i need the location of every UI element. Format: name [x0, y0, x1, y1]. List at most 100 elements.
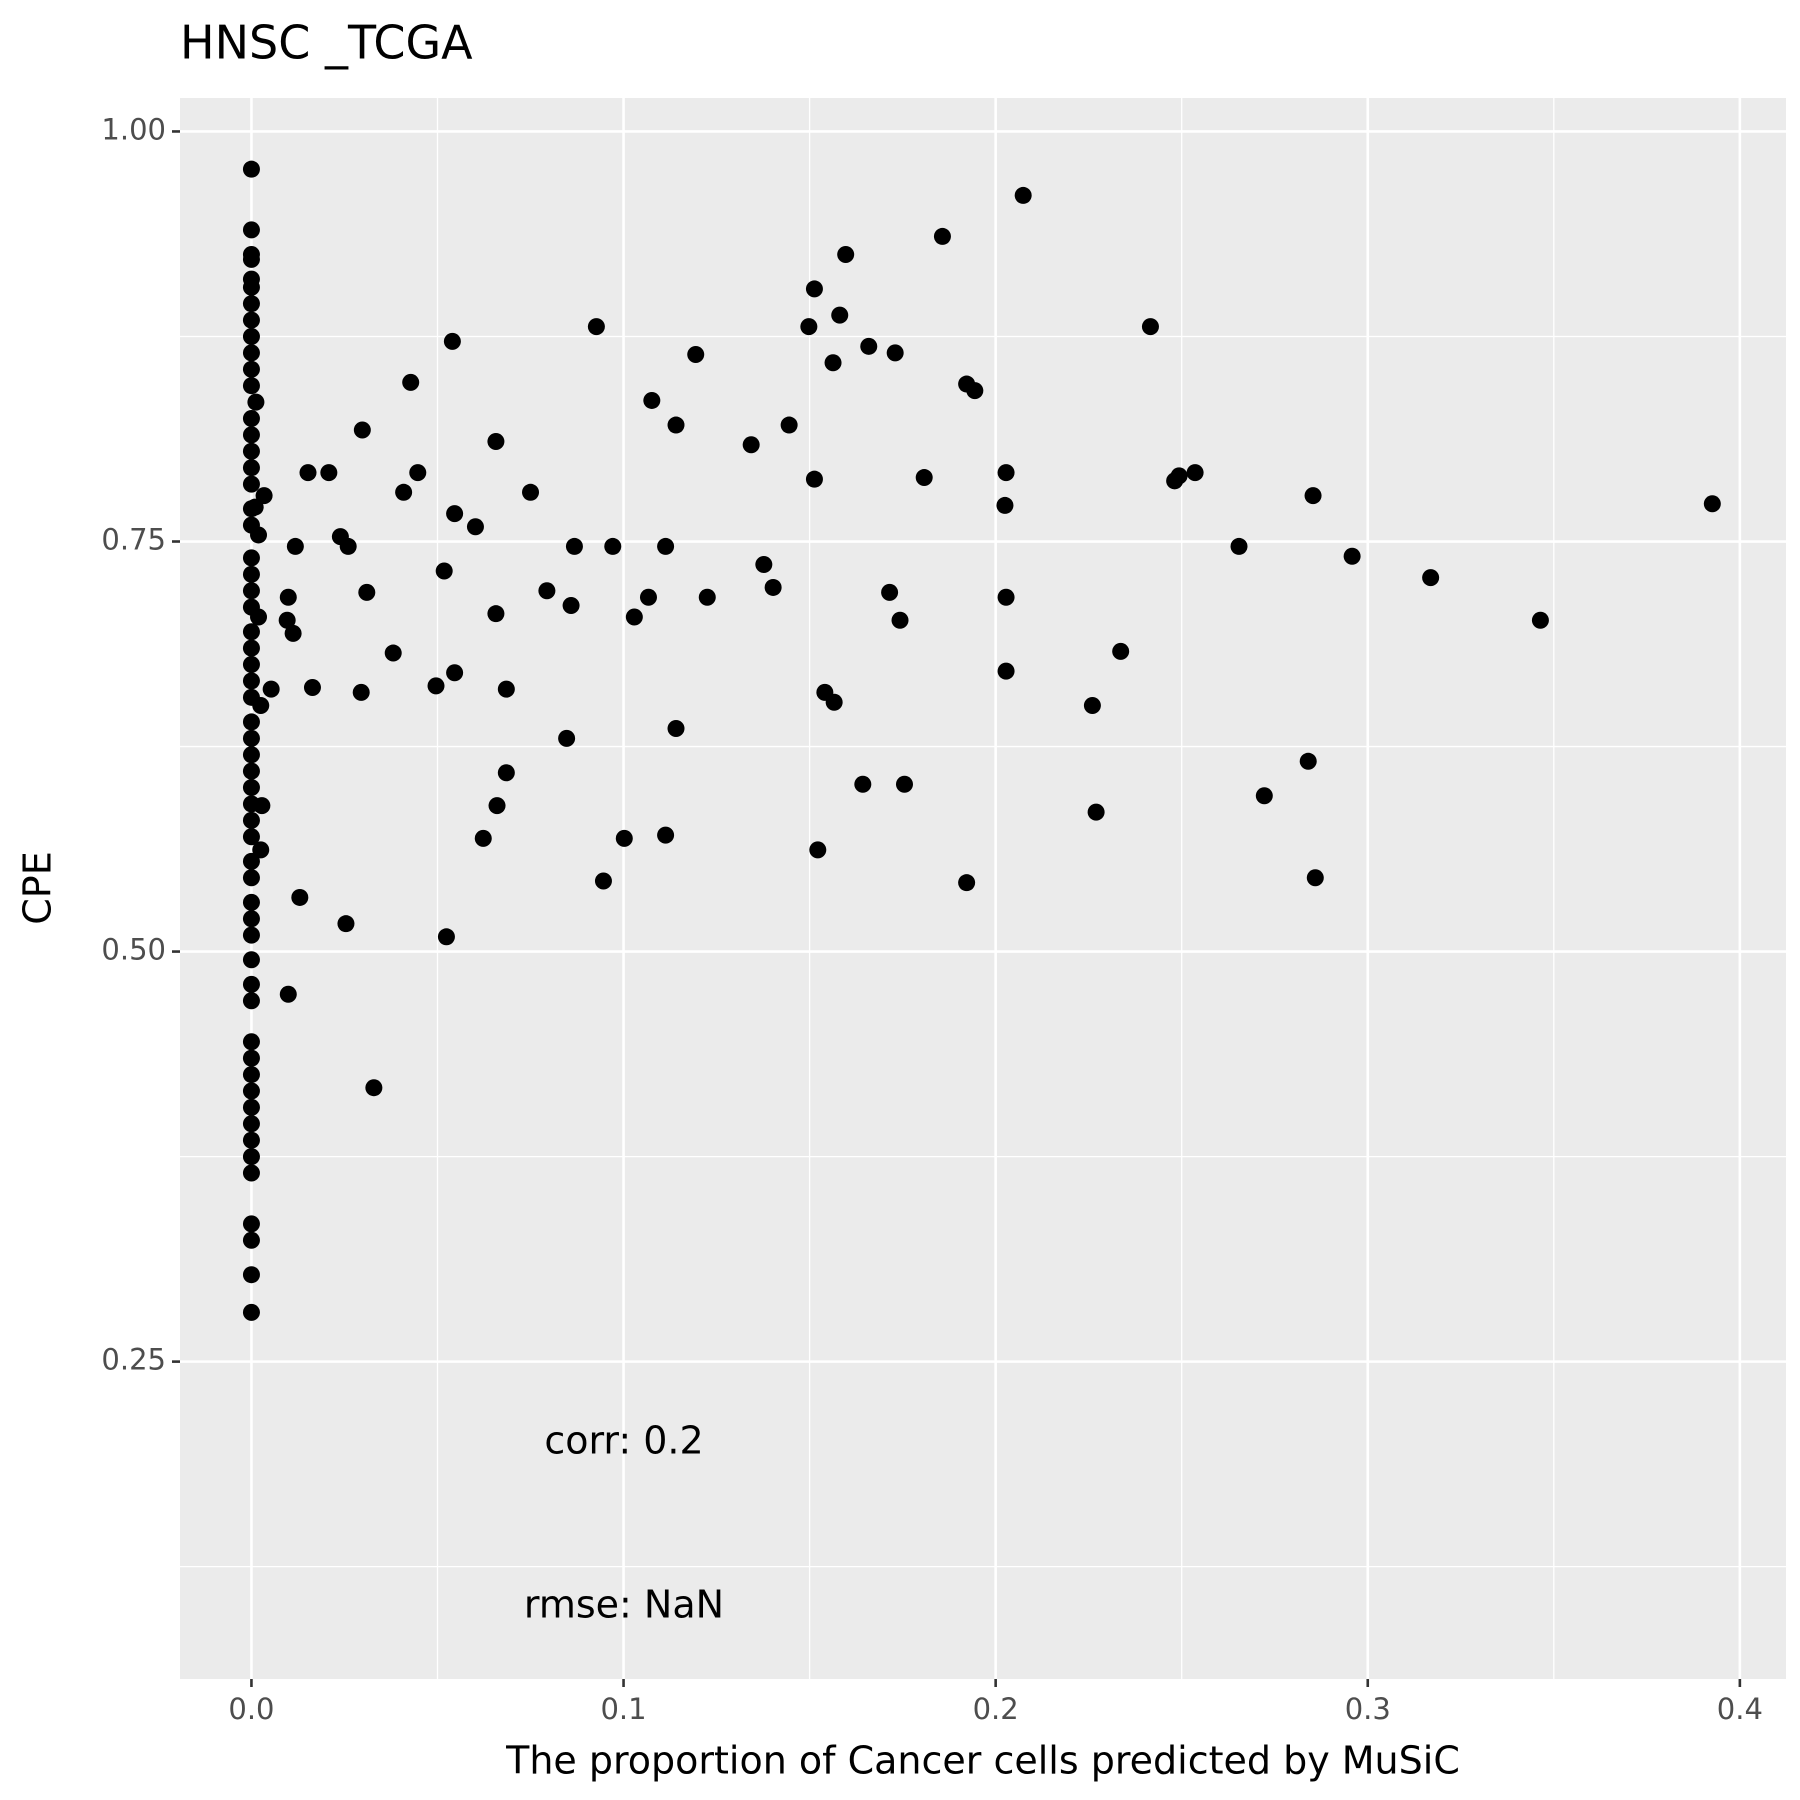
- point: [1083, 697, 1101, 715]
- point: [997, 588, 1015, 606]
- point: [780, 416, 798, 434]
- point: [1304, 487, 1322, 505]
- point: [558, 729, 576, 747]
- point: [402, 373, 420, 391]
- point: [1343, 547, 1361, 565]
- point: [242, 549, 260, 567]
- point: [1087, 803, 1105, 821]
- annotation: rmse: NaN: [524, 1583, 724, 1627]
- point: [242, 623, 260, 641]
- x-tick-label: 0.4: [1717, 1692, 1763, 1726]
- y-tick-label: 0.75: [101, 523, 166, 557]
- point: [657, 537, 675, 555]
- point: [279, 985, 297, 1003]
- point: [742, 436, 760, 454]
- point: [625, 608, 643, 626]
- point: [242, 729, 260, 747]
- point: [242, 811, 260, 829]
- point: [395, 483, 413, 501]
- point: [446, 505, 464, 523]
- point: [242, 1148, 260, 1166]
- point: [242, 639, 260, 657]
- point: [443, 332, 461, 350]
- point: [242, 1231, 260, 1249]
- point: [824, 354, 842, 372]
- point: [242, 951, 260, 969]
- x-tick-label: 0.2: [973, 1692, 1019, 1726]
- point: [242, 688, 260, 706]
- point: [252, 841, 270, 859]
- point: [805, 470, 823, 488]
- point: [594, 872, 612, 890]
- point: [242, 582, 260, 600]
- point: [966, 382, 984, 400]
- point: [538, 582, 556, 600]
- point: [1230, 537, 1248, 555]
- point: [242, 565, 260, 583]
- point: [466, 518, 484, 536]
- point: [643, 391, 661, 409]
- point: [881, 583, 899, 601]
- x-tick-label: 0.0: [228, 1692, 274, 1726]
- point: [242, 360, 260, 378]
- point: [437, 928, 455, 946]
- point: [809, 841, 827, 859]
- point: [262, 680, 280, 698]
- point: [497, 680, 515, 698]
- point: [242, 1066, 260, 1084]
- y-tick-label: 0.25: [101, 1343, 166, 1377]
- point: [242, 1131, 260, 1149]
- point: [615, 829, 633, 847]
- point: [242, 1033, 260, 1051]
- point: [958, 874, 976, 892]
- point: [837, 245, 855, 263]
- point: [427, 677, 445, 695]
- point: [242, 746, 260, 764]
- point: [800, 318, 818, 336]
- point: [1112, 642, 1130, 660]
- point: [353, 421, 371, 439]
- point: [1255, 787, 1273, 805]
- point: [242, 344, 260, 362]
- point: [242, 426, 260, 444]
- point: [242, 475, 260, 493]
- point: [320, 464, 338, 482]
- point: [242, 1082, 260, 1100]
- point: [1703, 495, 1721, 513]
- point: [286, 537, 304, 555]
- point: [698, 588, 716, 606]
- point: [764, 578, 782, 596]
- point: [242, 795, 260, 813]
- point: [831, 306, 849, 324]
- panel: [180, 98, 1786, 1679]
- point: [997, 662, 1015, 680]
- point: [242, 926, 260, 944]
- point: [891, 611, 909, 629]
- point: [242, 852, 260, 870]
- point: [565, 537, 583, 555]
- y-axis-title: CPE: [16, 851, 60, 924]
- x-tick-label: 0.1: [600, 1692, 646, 1726]
- point: [242, 893, 260, 911]
- point: [435, 562, 453, 580]
- point: [242, 1164, 260, 1182]
- point: [805, 280, 823, 298]
- point: [1422, 569, 1440, 587]
- point: [242, 1115, 260, 1133]
- point: [242, 250, 260, 268]
- point: [303, 678, 321, 696]
- point: [242, 500, 260, 518]
- point: [242, 516, 260, 534]
- point: [1014, 186, 1032, 204]
- point: [242, 910, 260, 928]
- point: [242, 779, 260, 797]
- x-tick-label: 0.3: [1345, 1692, 1391, 1726]
- point: [242, 311, 260, 329]
- point: [365, 1079, 383, 1097]
- point: [242, 442, 260, 460]
- point: [242, 160, 260, 178]
- point: [358, 583, 376, 601]
- point: [657, 826, 675, 844]
- point: [667, 416, 685, 434]
- point: [337, 915, 355, 933]
